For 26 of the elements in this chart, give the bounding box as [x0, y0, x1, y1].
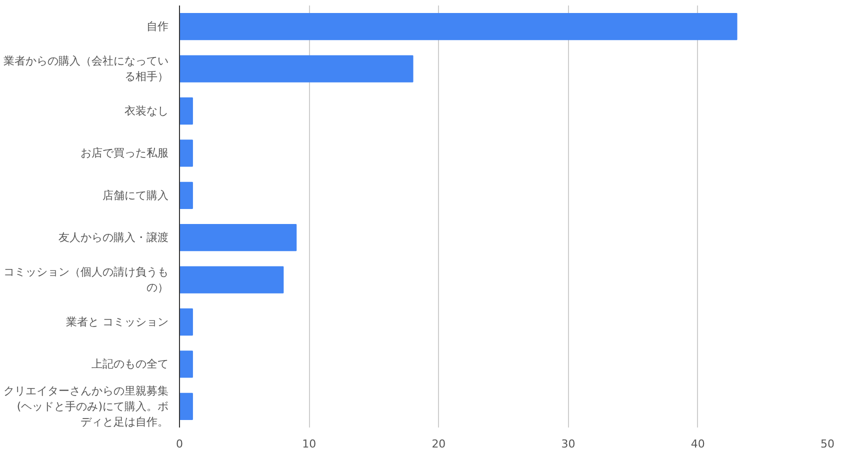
bar [180, 308, 193, 336]
x-tick-label: 30 [561, 438, 576, 450]
bar [180, 97, 193, 125]
y-tick-label: クリエイターさんからの里親募集(ヘッドと手のみ)にて購入。ボディと足は自作。 [4, 384, 169, 428]
y-tick-label: 業者と コミッション [66, 316, 169, 328]
bar [180, 182, 193, 209]
y-tick-label: 衣装なし [124, 104, 168, 118]
y-tick-label: 店舗にて購入 [102, 188, 168, 202]
bar [180, 392, 193, 420]
y-tick-label: 自作 [146, 20, 168, 34]
bar [180, 266, 284, 294]
bar [180, 55, 414, 82]
y-tick-label: 業者からの購入（会社になっている相手） [4, 54, 168, 84]
bar [180, 13, 738, 40]
x-tick-label: 50 [820, 438, 834, 450]
x-tick-label: 10 [302, 438, 316, 450]
bar [180, 224, 297, 252]
y-tick-label: お店で買った私服 [80, 146, 168, 160]
bar [180, 140, 193, 167]
y-tick-label: 友人からの購入・譲渡 [58, 231, 168, 244]
y-tick-label: 上記のもの全て [92, 358, 168, 371]
bar [180, 350, 193, 378]
x-tick-label: 40 [690, 438, 705, 450]
y-tick-label: コミッション（個人の請け負うもの） [4, 266, 168, 294]
x-tick-label: 0 [176, 438, 183, 450]
x-tick-label: 20 [432, 438, 446, 450]
